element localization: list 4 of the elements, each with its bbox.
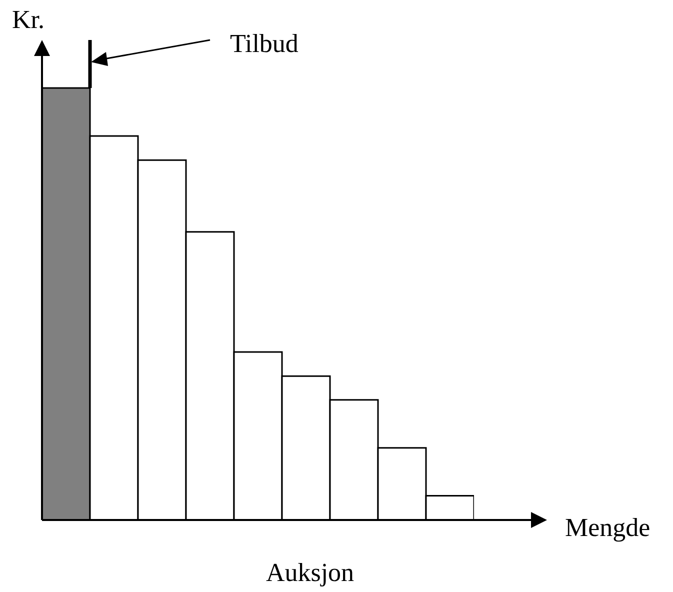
x-axis-title: Mengde <box>565 513 650 542</box>
text: Tilbud <box>230 29 298 58</box>
text: Auksjon <box>266 558 354 587</box>
y-axis-title: Kr. <box>12 5 44 34</box>
